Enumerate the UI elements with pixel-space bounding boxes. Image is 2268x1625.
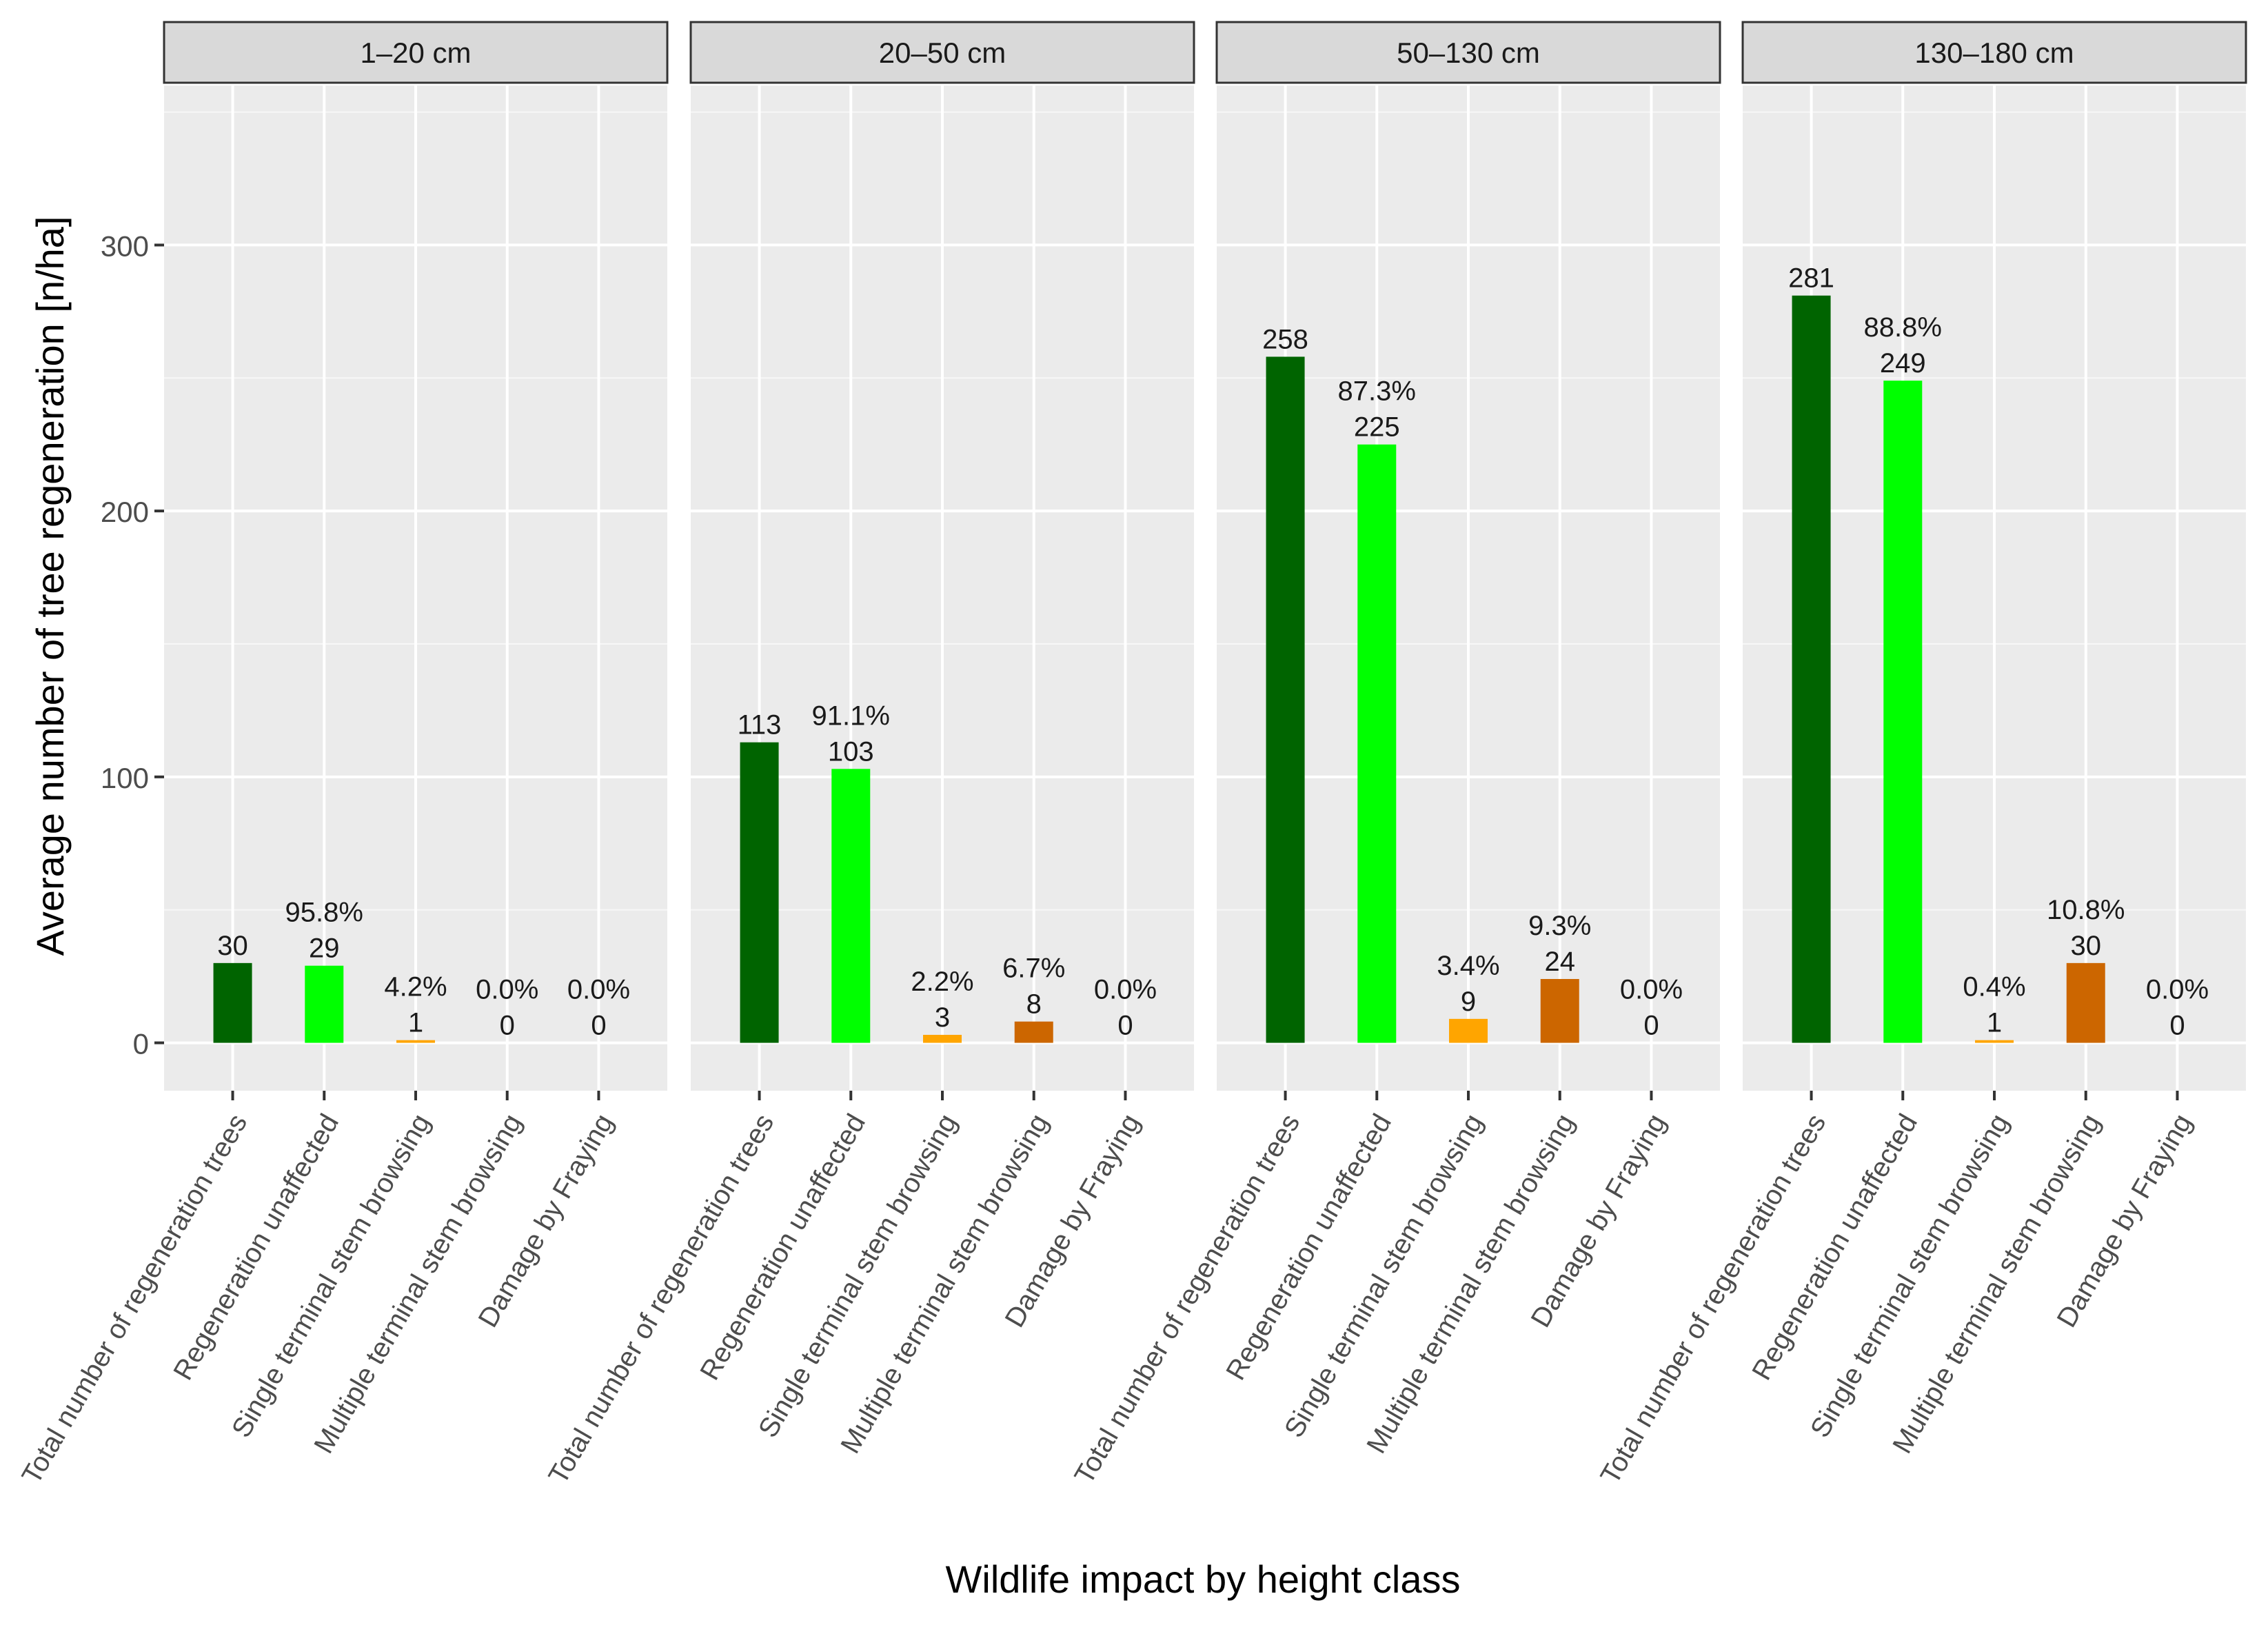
facet-strip <box>1215 21 1721 84</box>
facet-title: 130–180 cm <box>1914 37 2074 69</box>
bar-value-label: 0 <box>591 1011 606 1041</box>
x-tick-label: Regeneration unaffected <box>1746 1109 1923 1386</box>
x-tick-label: Regeneration unaffected <box>168 1109 345 1386</box>
y-tick-label: 300 <box>101 230 149 262</box>
bar <box>213 962 252 1043</box>
facet-title: 20–50 cm <box>879 37 1006 69</box>
bar-percent-label: 2.2% <box>911 967 973 997</box>
bar <box>396 1040 435 1043</box>
y-tick-label: 100 <box>101 762 149 794</box>
bar-value-label: 0 <box>2169 1011 2185 1041</box>
bar <box>831 769 871 1043</box>
x-tick-label: Regeneration unaffected <box>1220 1109 1397 1386</box>
y-axis-label: Average number of tree regeneration [n/h… <box>28 216 72 956</box>
bar-value-label: 0 <box>1117 1011 1133 1041</box>
bar <box>305 965 344 1043</box>
bar <box>923 1035 962 1043</box>
bar-value-label: 0 <box>1643 1011 1659 1041</box>
bar-value-label: 30 <box>217 931 248 961</box>
bar <box>2066 962 2105 1043</box>
bar-percent-label: 0.0% <box>476 975 538 1005</box>
bar <box>1540 979 1579 1043</box>
bar-percent-label: 95.8% <box>285 898 363 928</box>
bar-value-label: 258 <box>1262 324 1308 354</box>
bar-value-label: 29 <box>309 933 340 964</box>
bar-percent-label: 6.7% <box>1002 953 1065 984</box>
bar <box>1266 356 1305 1043</box>
bar-value-label: 3 <box>935 1002 950 1033</box>
facet-title: 1–20 cm <box>360 37 471 69</box>
bar-percent-label: 4.2% <box>384 972 447 1002</box>
bar <box>1357 444 1397 1043</box>
bar-value-label: 30 <box>2070 931 2101 961</box>
x-tick-label: Regeneration unaffected <box>694 1109 871 1386</box>
bar-value-label: 225 <box>1354 412 1400 443</box>
bar <box>1792 295 1831 1043</box>
bar-percent-label: 0.0% <box>2146 975 2209 1005</box>
y-tick-label: 0 <box>133 1028 149 1060</box>
bar-value-label: 1 <box>408 1008 423 1038</box>
bar-value-label: 0 <box>500 1011 515 1041</box>
bar-percent-label: 3.4% <box>1437 951 1499 981</box>
bar-percent-label: 91.1% <box>812 700 890 731</box>
bar-percent-label: 87.3% <box>1338 376 1416 407</box>
facet-title: 50–130 cm <box>1397 37 1540 69</box>
bar-value-label: 103 <box>828 736 874 767</box>
bar <box>1883 381 1923 1043</box>
y-tick-label: 200 <box>101 496 149 528</box>
bar-value-label: 249 <box>1880 348 1926 379</box>
bar <box>740 742 779 1043</box>
x-axis-label: Wildlife impact by height class <box>946 1557 1461 1601</box>
bar-value-label: 9 <box>1461 987 1476 1017</box>
facet-strip <box>163 21 669 84</box>
bar-value-label: 281 <box>1788 263 1834 294</box>
bar-value-label: 24 <box>1544 947 1575 977</box>
bar-percent-label: 0.0% <box>1094 975 1157 1005</box>
bar-percent-label: 88.8% <box>1864 312 1942 343</box>
bar-value-label: 8 <box>1026 989 1042 1020</box>
bar-percent-label: 0.4% <box>1963 972 2025 1002</box>
facet-strip <box>1741 21 2247 84</box>
facet-strip <box>689 21 1195 84</box>
bar-percent-label: 10.8% <box>2047 895 2125 925</box>
bar-percent-label: 9.3% <box>1528 911 1591 941</box>
bar-value-label: 1 <box>1987 1008 2002 1038</box>
bar <box>1014 1021 1053 1043</box>
bar <box>1449 1018 1488 1043</box>
bar-value-label: 113 <box>738 710 782 740</box>
bar-percent-label: 0.0% <box>567 975 630 1005</box>
bar <box>1975 1040 2014 1043</box>
bar-percent-label: 0.0% <box>1620 975 1683 1005</box>
